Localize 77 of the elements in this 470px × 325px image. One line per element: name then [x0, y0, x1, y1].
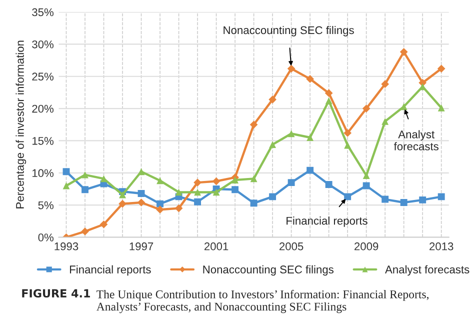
legend-label: Nonaccounting SEC filings [203, 265, 334, 276]
x-tick-label: 2013 [430, 242, 454, 250]
point [194, 198, 202, 206]
point [156, 206, 164, 214]
point [325, 97, 332, 104]
legend-label: Analyst forecasts [385, 265, 470, 276]
point [419, 196, 426, 204]
point [438, 193, 445, 200]
y-tick-label: 10% [32, 169, 54, 178]
y-axis-title: Percentage of investor information [16, 40, 26, 208]
point [362, 104, 370, 112]
point [306, 134, 314, 141]
point [268, 96, 276, 104]
point [118, 200, 126, 208]
point [362, 182, 370, 190]
point [288, 130, 295, 138]
y-tick-label: 0% [38, 234, 54, 242]
y-tick-label: 30% [32, 40, 54, 48]
point [344, 142, 352, 149]
point [344, 193, 352, 200]
point [138, 168, 145, 176]
y-tick-label: 20% [32, 104, 54, 113]
point [324, 89, 333, 98]
x-tick-label: 1993 [54, 242, 78, 250]
point [82, 186, 88, 194]
point [100, 220, 108, 228]
point [250, 120, 258, 129]
text: The Unique Contribution to Investors’ Information: Financial Reports, Analysts’ Forecasts, and Nonaccounting SEC Filings [96, 290, 429, 314]
y-tick-label: 5% [38, 201, 54, 210]
y-tick-label: 15% [32, 137, 54, 145]
point [325, 181, 332, 188]
point [381, 80, 390, 88]
point [232, 176, 239, 184]
point [212, 177, 220, 186]
point [232, 186, 239, 194]
x-tick-label: 2005 [280, 242, 304, 250]
point [306, 75, 314, 83]
point [174, 204, 183, 212]
point [382, 118, 389, 125]
point [137, 198, 146, 206]
point [269, 193, 276, 200]
x-tick-label: 1997 [130, 242, 154, 250]
x-tick-label: 2009 [354, 242, 378, 250]
point [400, 103, 408, 110]
point [250, 175, 258, 182]
point [156, 177, 164, 184]
point [287, 64, 296, 73]
x-tick-label: 2001 [204, 242, 228, 250]
point [119, 191, 126, 198]
point [382, 196, 389, 203]
point [269, 141, 276, 148]
point [82, 171, 88, 178]
annotation: Financial reports [286, 216, 368, 227]
point [100, 175, 108, 182]
point [81, 228, 89, 236]
annotation: Nonaccounting SEC filings [224, 26, 354, 36]
point [194, 188, 202, 196]
point [400, 199, 408, 206]
y-tick-label: 25% [32, 72, 54, 81]
point [437, 64, 446, 73]
point [62, 168, 70, 176]
point [175, 188, 182, 196]
y-tick-label: 35% [32, 8, 54, 16]
point [306, 166, 314, 174]
point [288, 179, 295, 186]
point [250, 200, 258, 207]
point [156, 200, 164, 208]
point [362, 172, 370, 179]
point [194, 178, 202, 186]
caption: FIGURE 4.1 [22, 289, 90, 298]
point [438, 104, 445, 112]
point [212, 188, 220, 196]
point [344, 129, 352, 137]
annotation: Analyst forecasts [394, 130, 438, 150]
point [138, 190, 145, 197]
point [400, 48, 408, 56]
legend-label: Financial reports [70, 265, 151, 276]
